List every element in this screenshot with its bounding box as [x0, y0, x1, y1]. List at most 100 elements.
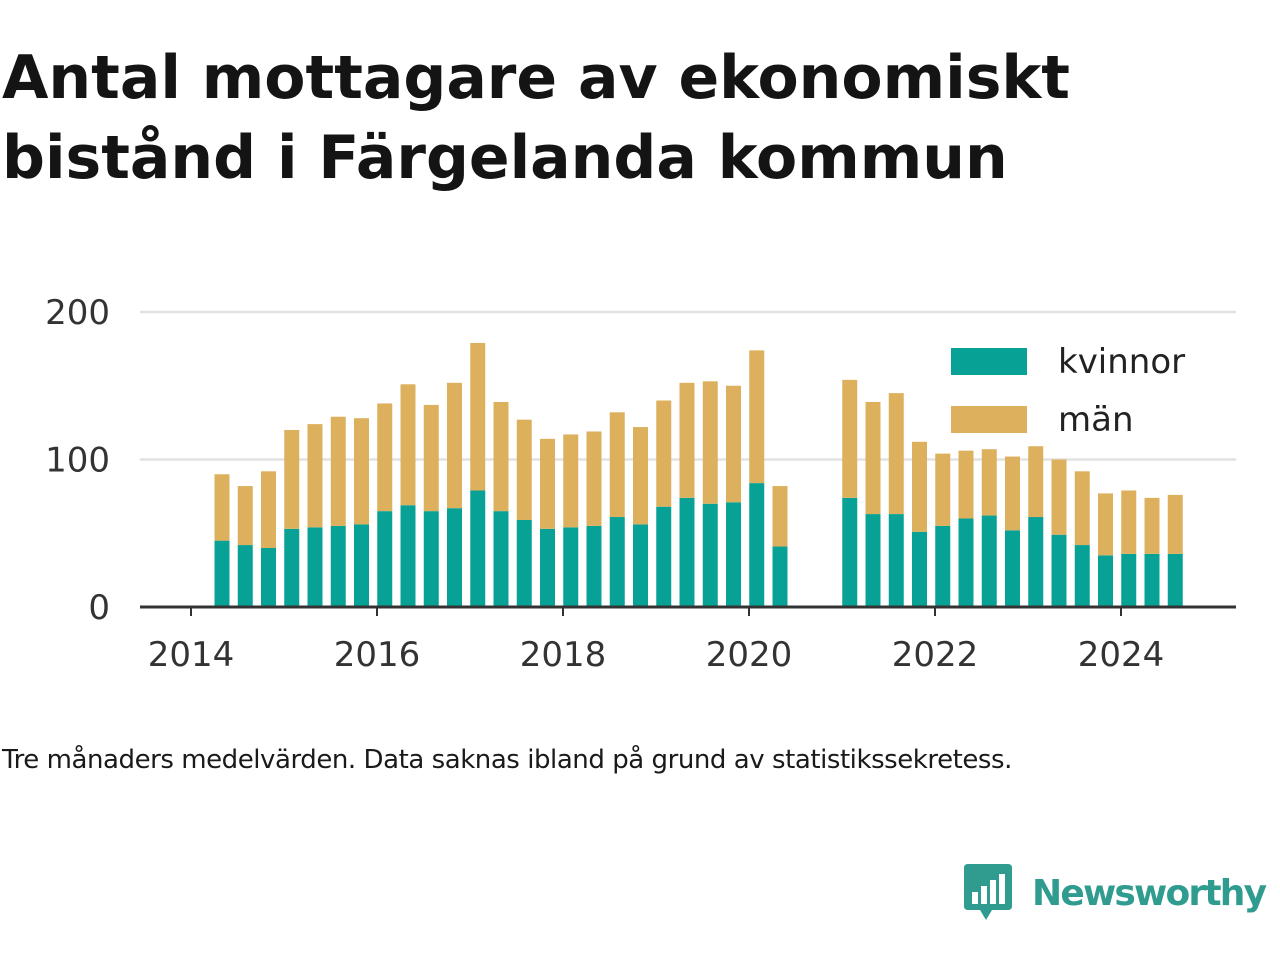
y-tick-label: 200 — [45, 293, 110, 333]
bar-man — [516, 419, 532, 520]
bar-man — [284, 430, 300, 529]
bar-kvinnor — [354, 524, 369, 607]
bar-kvinnor — [516, 519, 532, 607]
bar-kvinnor — [377, 511, 393, 607]
bar-man — [656, 400, 672, 507]
legend-swatch-kvinnor — [951, 348, 1027, 375]
bar-kvinnor — [586, 525, 602, 607]
bar-kvinnor — [493, 511, 509, 607]
bar-man — [261, 471, 276, 548]
bar-kvinnor — [1167, 553, 1183, 607]
bar-kvinnor — [981, 515, 997, 607]
bar-kvinnor — [633, 524, 648, 607]
bar-kvinnor — [656, 506, 672, 607]
bar-kvinnor — [330, 525, 346, 607]
bar-kvinnor — [912, 531, 927, 607]
bar-man — [1051, 459, 1067, 535]
newsworthy-logo: Newsworthy — [962, 862, 1267, 924]
stacked-bar-chart: 0 100 200 2014 2016 2018 2020 2022 2024 kvinnor mä… — [45, 293, 1236, 675]
bar-man — [865, 401, 881, 515]
bar-man — [679, 382, 695, 498]
chart-caption: Tre månaders medelvärden. Data saknas ib… — [2, 745, 1012, 775]
bar-kvinnor — [1005, 530, 1020, 607]
bar-kvinnor — [958, 518, 974, 607]
bar-man — [586, 431, 602, 526]
bar-man — [354, 418, 369, 525]
bar-kvinnor — [540, 528, 555, 607]
bar-kvinnor — [865, 514, 881, 607]
bar-kvinnor — [470, 490, 486, 607]
bar-man — [470, 342, 486, 491]
bar-man — [633, 427, 648, 525]
bar-chart-speech-bubble-icon — [964, 864, 1012, 920]
bar-man — [888, 393, 904, 515]
bar-man — [493, 401, 509, 512]
x-tick-label: 2022 — [892, 635, 979, 675]
bar-man — [726, 385, 741, 503]
bar-kvinnor — [563, 527, 579, 607]
bar-man — [609, 412, 625, 518]
bar-kvinnor — [1051, 534, 1067, 607]
title-line-1: Antal mottagare av ekonomiskt — [2, 43, 1070, 113]
x-tick-label: 2016 — [334, 635, 421, 675]
bar-man — [1121, 490, 1137, 554]
bar-man — [935, 453, 951, 526]
legend-label-man: män — [1058, 400, 1134, 440]
bar-man — [447, 382, 462, 509]
bar-man — [772, 486, 788, 547]
bar-man — [214, 474, 230, 541]
bar-kvinnor — [447, 508, 462, 607]
bar-man — [1144, 497, 1160, 554]
bar-kvinnor — [214, 540, 230, 607]
bar-kvinnor — [1121, 553, 1137, 607]
bar-man — [1167, 494, 1183, 554]
bar-kvinnor — [400, 505, 416, 607]
bar-man — [1028, 446, 1044, 518]
bar-man — [423, 404, 439, 512]
bar-kvinnor — [1144, 553, 1160, 607]
bar-man — [377, 403, 393, 512]
bar-man — [540, 438, 555, 529]
bar-man — [702, 381, 718, 504]
bar-kvinnor — [726, 502, 741, 607]
bar-kvinnor — [772, 546, 788, 607]
bar-man — [307, 424, 323, 528]
bar-man — [563, 434, 579, 528]
bar-kvinnor — [1028, 517, 1044, 607]
title-line-2: bistånd i Färgelanda kommun — [2, 123, 1008, 193]
bar-kvinnor — [609, 517, 625, 607]
bar-man — [981, 449, 997, 516]
legend-swatch-man — [951, 406, 1027, 433]
bar-man — [330, 416, 346, 526]
bar-kvinnor — [935, 525, 951, 607]
bar-kvinnor — [1098, 555, 1113, 607]
bar-kvinnor — [1074, 545, 1090, 607]
y-tick-label: 100 — [45, 441, 110, 481]
chart-title: Antal mottagare av ekonomiskt bistånd i … — [2, 38, 1272, 198]
x-tick-label: 2014 — [148, 635, 235, 675]
bar-man — [1098, 493, 1113, 556]
bar-kvinnor — [284, 528, 300, 607]
brand-name: Newsworthy — [1032, 872, 1267, 914]
x-tick-label: 2020 — [706, 635, 793, 675]
bar-man — [400, 384, 416, 506]
bar-kvinnor — [842, 497, 858, 607]
legend-label-kvinnor: kvinnor — [1058, 342, 1185, 382]
y-tick-label: 0 — [88, 588, 110, 628]
bar-kvinnor — [749, 483, 765, 607]
bar-kvinnor — [702, 503, 718, 607]
bar-kvinnor — [423, 511, 439, 607]
bar-man — [749, 350, 765, 484]
bar-kvinnor — [237, 545, 253, 607]
bar-man — [1005, 456, 1020, 531]
x-tick-label: 2024 — [1078, 635, 1165, 675]
bar-man — [1074, 471, 1090, 546]
bar-kvinnor — [888, 514, 904, 607]
bar-kvinnor — [679, 497, 695, 607]
bar-man — [912, 441, 927, 532]
bar-kvinnor — [307, 527, 323, 607]
bar-man — [842, 379, 858, 498]
bar-man — [237, 486, 253, 546]
bar-kvinnor — [261, 548, 276, 607]
x-tick-label: 2018 — [520, 635, 607, 675]
